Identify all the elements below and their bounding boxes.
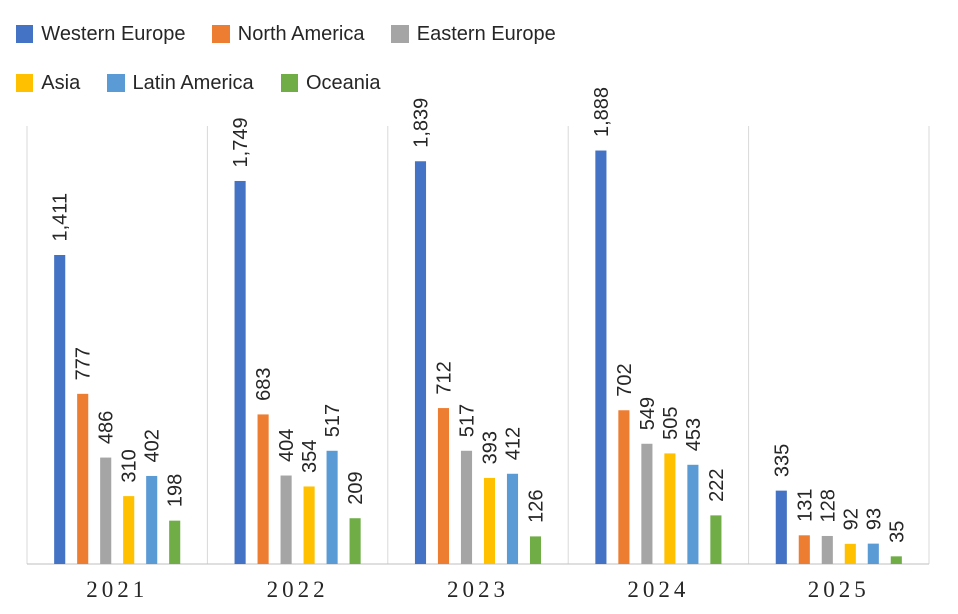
svg-text:198: 198 — [165, 474, 187, 507]
svg-text:131: 131 — [794, 488, 816, 521]
svg-text:412: 412 — [503, 427, 525, 460]
svg-text:486: 486 — [96, 411, 118, 444]
svg-text:517: 517 — [322, 404, 344, 437]
svg-text:209: 209 — [345, 471, 367, 504]
svg-text:310: 310 — [119, 449, 141, 482]
svg-text:702: 702 — [614, 363, 636, 396]
svg-text:128: 128 — [817, 489, 839, 522]
svg-text:453: 453 — [683, 418, 705, 451]
svg-text:549: 549 — [637, 397, 659, 430]
svg-text:402: 402 — [142, 429, 164, 462]
svg-text:2022: 2022 — [267, 577, 329, 602]
svg-text:393: 393 — [480, 431, 502, 464]
svg-text:1,411: 1,411 — [50, 193, 72, 242]
svg-text:2021: 2021 — [86, 577, 148, 602]
svg-text:35: 35 — [886, 521, 908, 543]
svg-text:712: 712 — [434, 361, 456, 394]
svg-text:777: 777 — [73, 347, 95, 380]
svg-text:2023: 2023 — [447, 577, 509, 602]
svg-text:2024: 2024 — [627, 577, 689, 602]
svg-text:404: 404 — [276, 429, 298, 462]
svg-text:517: 517 — [457, 404, 479, 437]
svg-text:335: 335 — [771, 444, 793, 477]
svg-text:93: 93 — [863, 508, 885, 530]
svg-text:354: 354 — [299, 440, 321, 473]
svg-text:222: 222 — [706, 469, 728, 502]
svg-text:126: 126 — [526, 490, 548, 523]
svg-text:2025: 2025 — [808, 577, 870, 602]
svg-text:1,839: 1,839 — [411, 98, 433, 148]
svg-text:505: 505 — [660, 407, 682, 440]
svg-text:683: 683 — [253, 368, 275, 401]
svg-text:92: 92 — [840, 508, 862, 530]
svg-text:1,888: 1,888 — [591, 87, 613, 137]
svg-text:1,749: 1,749 — [230, 117, 252, 167]
